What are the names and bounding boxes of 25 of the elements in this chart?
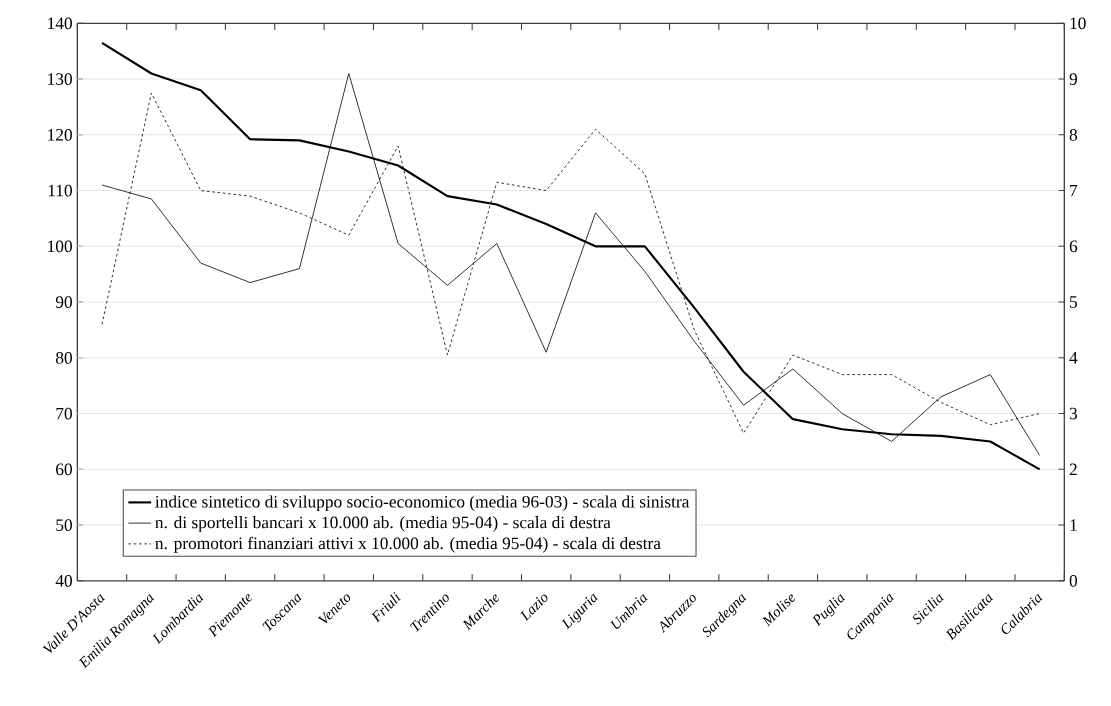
y-tick-label: 40 bbox=[55, 574, 72, 587]
y2-tick-label: 8 bbox=[1069, 128, 1078, 141]
y2-tick-label: 6 bbox=[1069, 240, 1078, 253]
y2-tick-label: 9 bbox=[1069, 73, 1077, 85]
legend-label: indice sintetico di sviluppo socio-economico (media 96-03) - scala di sinistra bbox=[155, 495, 690, 511]
y2-tick-label: 1 bbox=[1070, 519, 1077, 531]
y-tick-label: 90 bbox=[55, 296, 72, 308]
y-tick-label: 130 bbox=[48, 73, 72, 85]
y-tick-label: 100 bbox=[48, 240, 72, 253]
y-tick-label: 80 bbox=[55, 351, 72, 364]
y-tick-label: 120 bbox=[48, 128, 72, 141]
y-tick-label: 140 bbox=[48, 17, 72, 30]
y-tick-label: 60 bbox=[56, 463, 72, 476]
y-tick-label: 50 bbox=[56, 519, 72, 531]
y2-tick-label: 4 bbox=[1069, 352, 1078, 364]
y2-tick-label: 3 bbox=[1069, 407, 1078, 420]
y2-tick-label: 2 bbox=[1069, 463, 1077, 475]
legend-label: n. di sportelli bancari x 10.000 ab. (media 95-04) - scala di destra bbox=[155, 515, 611, 532]
y2-tick-label: 5 bbox=[1070, 296, 1078, 308]
y-tick-label: 110 bbox=[48, 184, 72, 197]
legend-label: n. promotori finanziari attivi x 10.000 ab. (media 95-04) - scala di destra bbox=[155, 536, 661, 553]
y2-tick-label: 7 bbox=[1070, 184, 1078, 197]
y2-tick-label: 0 bbox=[1069, 574, 1078, 587]
y-tick-label: 70 bbox=[56, 407, 72, 420]
y2-tick-label: 10 bbox=[1070, 17, 1086, 30]
